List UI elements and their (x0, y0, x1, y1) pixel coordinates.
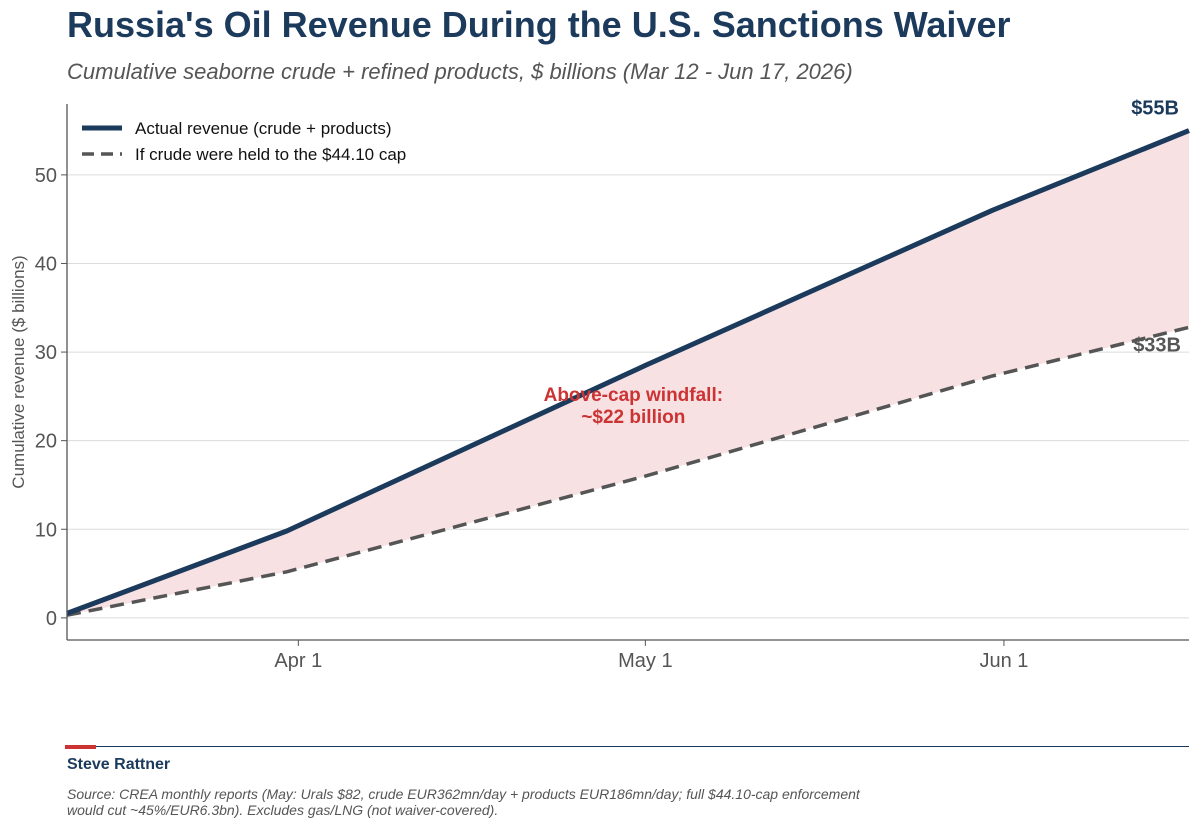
y-tick-label-30: 30 (35, 342, 57, 364)
legend-label-cap: If crude were held to the $44.10 cap (135, 145, 406, 164)
axes (66, 104, 1189, 641)
x-tick-label-0: Apr 1 (274, 650, 322, 672)
end-label-actual: $55B (1131, 98, 1179, 120)
windfall-area (67, 130, 1189, 616)
y-axis-ticks: 0 10 20 30 40 50 (35, 165, 67, 630)
y-tick-label-20: 20 (35, 431, 57, 453)
x-tick-label-1: May 1 (618, 650, 672, 672)
source-note: Source: CREA monthly reports (May: Urals… (67, 786, 860, 818)
chart-subtitle: Cumulative seaborne crude + refined prod… (67, 59, 853, 84)
legend-label-actual: Actual revenue (crude + products) (135, 119, 392, 138)
series-line-cap (66, 325, 1190, 617)
end-label-cap: $33B (1133, 334, 1181, 356)
chart-title: Russia's Oil Revenue During the U.S. San… (67, 4, 1011, 45)
author-name: Steve Rattner (67, 756, 171, 773)
y-tick-label-10: 10 (35, 519, 57, 541)
x-axis-ticks: Apr 1 May 1 Jun 1 (274, 640, 1028, 672)
legend: Actual revenue (crude + products) If cru… (82, 119, 406, 164)
series-line-actual (66, 128, 1190, 616)
y-tick-label-0: 0 (46, 608, 57, 630)
y-tick-label-40: 40 (35, 253, 57, 275)
x-tick-label-2: Jun 1 (979, 650, 1028, 672)
annotation-line-1: Above-cap windfall: (544, 385, 723, 406)
annotation-line-2: ~$22 billion (581, 407, 685, 428)
y-tick-label-50: 50 (35, 165, 57, 187)
y-axis-label: Cumulative revenue ($ billions) (9, 255, 28, 488)
footer-accent-bar (65, 745, 96, 749)
footer-divider (67, 746, 1189, 747)
revenue-chart: 0 10 20 30 40 50 Apr 1 May 1 Jun 1 Cumulative r… (9, 98, 1190, 672)
